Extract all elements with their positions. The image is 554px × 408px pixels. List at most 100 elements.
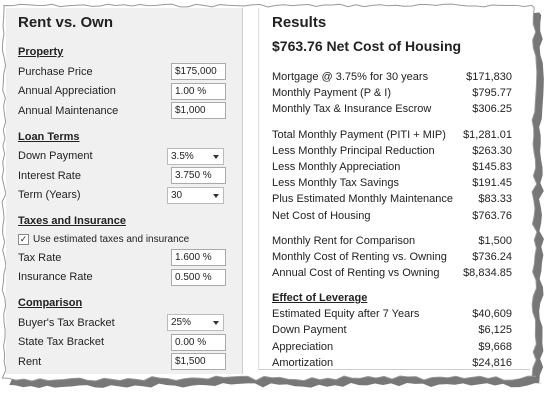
result-row: Less Monthly Principal Reduction $263.30 (272, 143, 512, 159)
result-label: Net Cost of Housing (272, 209, 371, 222)
field-label: Interest Rate (18, 169, 81, 182)
section-heading: Property (18, 46, 64, 58)
result-group: Monthly Rent for Comparison $1,500 Monthly… (272, 233, 530, 282)
field-row: Down Payment 3.5% (18, 147, 242, 167)
checkbox-label[interactable]: Use estimated taxes and insurance (33, 234, 190, 245)
field-row: Interest Rate 3.750 % (18, 166, 242, 186)
result-group: Mortgage @ 3.75% for 30 years $171,830 Mon… (272, 69, 530, 118)
field-row: Purchase Price $175,000 (18, 62, 242, 82)
result-row: Less Monthly Tax Savings $191.45 (272, 175, 512, 191)
text-input[interactable]: 1.00 % (171, 82, 226, 100)
field-label: Purchase Price (18, 65, 93, 78)
result-value: $83.33 (478, 193, 512, 206)
result-row: Appreciation $9,668 (272, 339, 512, 355)
result-value: $306.25 (472, 103, 512, 116)
field-label: Insurance Rate (18, 271, 93, 284)
headline: $763.76 Net Cost of Housing (272, 38, 462, 54)
result-value: $40,609 (472, 308, 512, 321)
result-value: $1,500 (478, 234, 512, 247)
field-label: Rent (18, 355, 42, 368)
result-value: $263.30 (472, 144, 512, 157)
dropdown-arrow[interactable] (213, 321, 219, 326)
result-value: $763.76 (472, 209, 512, 222)
field-row: Term (Years) 30 (18, 186, 242, 206)
result-row: Monthly Cost of Renting vs. Owning $736.2… (272, 249, 512, 265)
field-label: Annual Appreciation (18, 85, 116, 98)
result-row: Monthly Payment (P & I) $795.77 (272, 85, 512, 101)
field-row: Annual Appreciation 1.00 % (18, 82, 242, 102)
result-label: Plus Estimated Monthly Maintenance (272, 193, 453, 206)
field-row: Tax Rate 1.600 % (18, 248, 242, 268)
result-row: Mortgage @ 3.75% for 30 years $171,830 (272, 69, 512, 85)
section-heading: Effect of Leverage (272, 292, 368, 305)
result-label: Less Monthly Tax Savings (272, 177, 399, 190)
result-value: $191.45 (472, 177, 512, 190)
result-label: Annual Cost of Renting vs Owning (272, 267, 440, 280)
checkbox-row[interactable]: ✓ Use estimated taxes and insurance (18, 231, 242, 248)
result-label: Down Payment (272, 324, 347, 337)
result-row: Monthly Tax & Insurance Escrow $306.25 (272, 101, 512, 117)
checkbox[interactable]: ✓ (18, 234, 29, 245)
result-label: Less Monthly Principal Reduction (272, 144, 435, 157)
result-value: $171,830 (466, 71, 512, 83)
dropdown[interactable]: 30 (167, 186, 224, 204)
result-row: Plus Estimated Monthly Maintenance $83.33 (272, 191, 512, 207)
dropdown-arrow[interactable] (213, 154, 219, 159)
result-value: $795.77 (472, 87, 512, 100)
result-row: Net Cost of Housing $763.76 (272, 208, 512, 224)
result-label: Total Monthly Payment (PITI + MIP) (272, 128, 446, 141)
result-row: Amortization $24,816 (272, 355, 512, 371)
result-group: Total Monthly Payment (PITI + MIP) $1,281… (272, 127, 530, 224)
result-label: Monthly Rent for Comparison (272, 234, 416, 247)
section-heading: Taxes and Insurance (18, 215, 127, 227)
result-row: Estimated Equity after 7 Years $40,609 (272, 306, 512, 322)
result-label: Monthly Payment (P & I) (272, 87, 392, 100)
section-heading: Loan Terms (18, 130, 80, 143)
text-input[interactable]: $1,500 (171, 353, 226, 371)
field-row: Insurance Rate 0.500 % (18, 268, 242, 288)
result-row: Down Payment $6,125 (272, 322, 512, 338)
field-row: Rent $1,500 (18, 352, 242, 372)
text-input[interactable]: $1,000 (171, 102, 226, 120)
field-label: State Tax Bracket (18, 336, 105, 349)
result-row: Annual Cost of Renting vs Owning $8,834.8… (272, 265, 512, 281)
result-label: Monthly Tax & Insurance Escrow (272, 103, 432, 116)
result-value: $736.24 (472, 250, 512, 263)
text-input[interactable]: 3.750 % (171, 167, 226, 185)
field-label: Term (Years) (18, 189, 81, 202)
result-value: $6,125 (478, 324, 512, 337)
panel-title: Rent vs. Own (18, 14, 114, 31)
result-label: Estimated Equity after 7 Years (272, 308, 420, 321)
field-row: Annual Maintenance $1,000 (18, 101, 242, 121)
result-value: $24,816 (472, 356, 512, 369)
text-input[interactable]: $175,000 (171, 63, 226, 81)
result-label: Less Monthly Appreciation (272, 160, 401, 173)
field-label: Tax Rate (18, 251, 62, 264)
results-panel: Results $763.76 Net Cost of Housing Mort… (258, 8, 530, 370)
field-label: Annual Maintenance (18, 104, 119, 117)
result-row: Monthly Rent for Comparison $1,500 (272, 233, 512, 249)
result-row: Less Monthly Appreciation $145.83 (272, 159, 512, 175)
field-label: Buyer's Tax Bracket (18, 316, 115, 329)
input-panel: Rent vs. Own Property Purchase Price $175,… (6, 8, 243, 374)
text-input[interactable]: 0.500 % (171, 268, 226, 286)
field-row: State Tax Bracket 0.00 % (18, 333, 242, 353)
text-input[interactable]: 1.600 % (171, 249, 226, 267)
result-row: Total Monthly Payment (PITI + MIP) $1,281… (272, 127, 512, 143)
result-label: Amortization (272, 356, 334, 369)
result-label: Monthly Cost of Renting vs. Owning (272, 250, 447, 263)
dropdown[interactable]: 25% (167, 314, 224, 332)
field-label: Down Payment (18, 150, 93, 163)
result-value: $1,281.01 (463, 128, 512, 141)
section-heading: Comparison (18, 297, 83, 309)
text-input[interactable]: 0.00 % (171, 333, 226, 351)
panel-title: Results (272, 14, 327, 31)
result-label: Appreciation (272, 340, 334, 353)
result-value: $9,668 (478, 340, 512, 353)
dropdown[interactable]: 3.5% (167, 147, 224, 165)
result-value: $8,834.85 (463, 267, 512, 280)
dropdown-arrow[interactable] (213, 193, 219, 198)
field-row: Buyer's Tax Bracket 25% (18, 313, 242, 333)
result-group: Effect of Leverage Estimated Equity after… (272, 292, 530, 371)
